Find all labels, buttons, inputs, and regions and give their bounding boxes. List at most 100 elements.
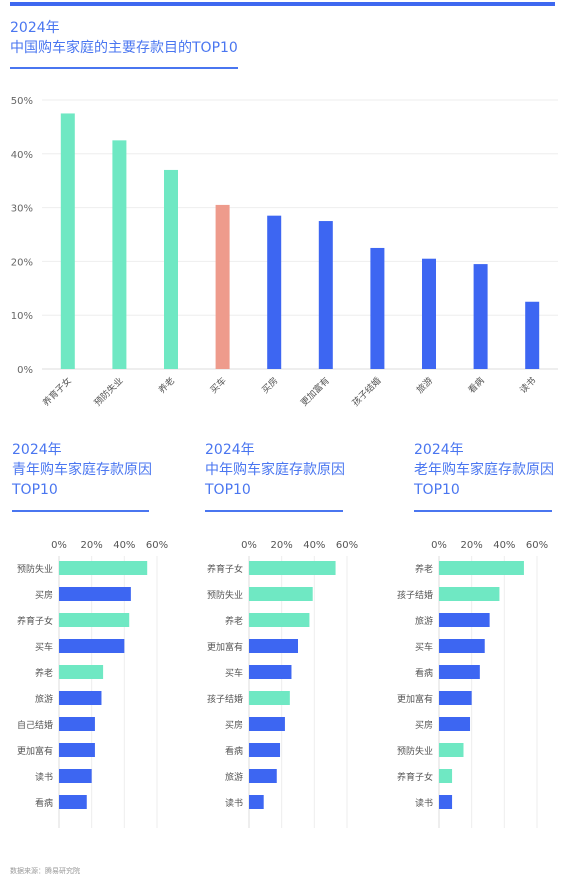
- main-title-text: 中国购车家庭的主要存款目的TOP10: [10, 40, 238, 56]
- bar: [249, 665, 292, 679]
- bar: [59, 587, 131, 601]
- bar: [164, 169, 178, 369]
- y-tick-label: 预防失业: [207, 589, 243, 601]
- y-tick-label: 旅游: [415, 615, 433, 627]
- x-tick-label: 20%: [81, 540, 103, 551]
- x-tick-label: 预防失业: [92, 375, 126, 409]
- senior-title-year: 2024年: [414, 442, 464, 458]
- y-tick-label: 预防失业: [17, 563, 53, 575]
- middle-title-text: 中年购车家庭存款原因: [205, 462, 345, 478]
- y-tick-label: 50%: [11, 96, 33, 107]
- y-tick-label: 买车: [415, 641, 433, 653]
- main-title-underline: [10, 67, 238, 69]
- bar: [267, 215, 282, 369]
- bar: [249, 691, 290, 705]
- bar: [249, 795, 264, 809]
- youth-chart-title: 2024年 青年购车家庭存款原因 TOP10: [12, 440, 152, 500]
- y-tick-label: 养老: [35, 667, 53, 679]
- bar: [249, 613, 310, 627]
- x-tick-label: 养老: [156, 375, 177, 396]
- main-bar-chart: 0% 10% 20% 30% 40% 50% 养育子女 预防失业 养老 买车 买房 更加富有 孩子结婚 旅…: [11, 96, 558, 409]
- bar: [370, 247, 385, 369]
- bar: [439, 639, 485, 653]
- y-tick-label: 更加富有: [17, 745, 53, 757]
- bar: [318, 221, 333, 369]
- y-tick-label: 更加富有: [397, 693, 433, 705]
- x-tick-label: 0%: [51, 540, 67, 551]
- y-tick-label: 读书: [35, 771, 53, 783]
- x-tick-label: 40%: [113, 540, 135, 551]
- youth-title-text: 青年购车家庭存款原因: [12, 462, 152, 478]
- bar: [59, 613, 130, 627]
- y-tick-label: 10%: [11, 311, 33, 322]
- senior-title-text: 老年购车家庭存款原因: [414, 462, 554, 478]
- x-tick-label: 40%: [493, 540, 515, 551]
- source-note: 数据来源：腾易研究院: [10, 867, 80, 875]
- x-tick-label: 0%: [431, 540, 447, 551]
- x-tick-label: 看病: [465, 375, 486, 396]
- bar: [59, 769, 92, 783]
- y-tick-label: 买车: [35, 641, 53, 653]
- y-tick-label: 预防失业: [397, 745, 433, 757]
- bar: [439, 717, 471, 731]
- bar: [439, 561, 524, 575]
- bar: [439, 587, 500, 601]
- x-tick-label: 60%: [336, 540, 358, 551]
- main-chart-title: 2024年 中国购车家庭的主要存款目的TOP10: [10, 18, 238, 58]
- y-tick-label: 旅游: [225, 771, 243, 783]
- y-tick-label: 养老: [225, 615, 243, 627]
- y-tick-label: 看病: [415, 667, 433, 679]
- x-tick-label: 孩子结婚: [350, 375, 384, 409]
- x-tick-label: 60%: [146, 540, 168, 551]
- y-tick-label: 20%: [11, 257, 33, 268]
- middle-title-top: TOP10: [205, 482, 251, 498]
- youth-title-underline: [12, 510, 149, 512]
- x-tick-label: 旅游: [414, 375, 435, 396]
- bar: [249, 717, 285, 731]
- x-tick-label: 养育子女: [40, 375, 74, 409]
- bar: [249, 769, 277, 783]
- youth-title-top: TOP10: [12, 482, 58, 498]
- x-tick-label: 更加富有: [298, 375, 332, 409]
- bar: [249, 587, 313, 601]
- y-tick-label: 买房: [415, 719, 433, 731]
- bar: [59, 561, 148, 575]
- bar: [59, 743, 95, 757]
- bar: [112, 140, 127, 369]
- y-tick-label: 读书: [415, 797, 433, 809]
- main-title-year: 2024年: [10, 20, 60, 36]
- y-tick-label: 30%: [11, 204, 33, 215]
- bar: [215, 204, 230, 369]
- bar: [59, 665, 104, 679]
- bar: [249, 561, 336, 575]
- y-tick-label: 养育子女: [17, 615, 53, 627]
- y-tick-label: 看病: [35, 797, 53, 809]
- bar: [422, 258, 436, 369]
- x-tick-label: 买房: [259, 375, 280, 396]
- bar: [439, 691, 472, 705]
- x-tick-label: 读书: [517, 375, 538, 396]
- bar: [59, 691, 102, 705]
- senior-title-underline: [414, 510, 552, 512]
- bar: [473, 264, 488, 369]
- bar: [439, 795, 453, 809]
- bar: [439, 743, 464, 757]
- x-tick-label: 40%: [303, 540, 325, 551]
- y-tick-label: 读书: [225, 797, 243, 809]
- middle-title-year: 2024年: [205, 442, 255, 458]
- y-tick-label: 买房: [225, 719, 243, 731]
- y-tick-label: 40%: [11, 150, 33, 161]
- y-tick-label: 旅游: [35, 693, 53, 705]
- senior-chart-title: 2024年 老年购车家庭存款原因 TOP10: [414, 440, 554, 500]
- top-accent-bar: [10, 2, 555, 6]
- x-tick-label: 买车: [207, 375, 228, 396]
- bar: [60, 113, 75, 369]
- senior-title-top: TOP10: [414, 482, 460, 498]
- bar: [439, 665, 480, 679]
- y-tick-label: 自己结婚: [17, 719, 53, 731]
- y-tick-label: 养老: [415, 563, 433, 575]
- bar: [439, 613, 490, 627]
- bar: [249, 743, 281, 757]
